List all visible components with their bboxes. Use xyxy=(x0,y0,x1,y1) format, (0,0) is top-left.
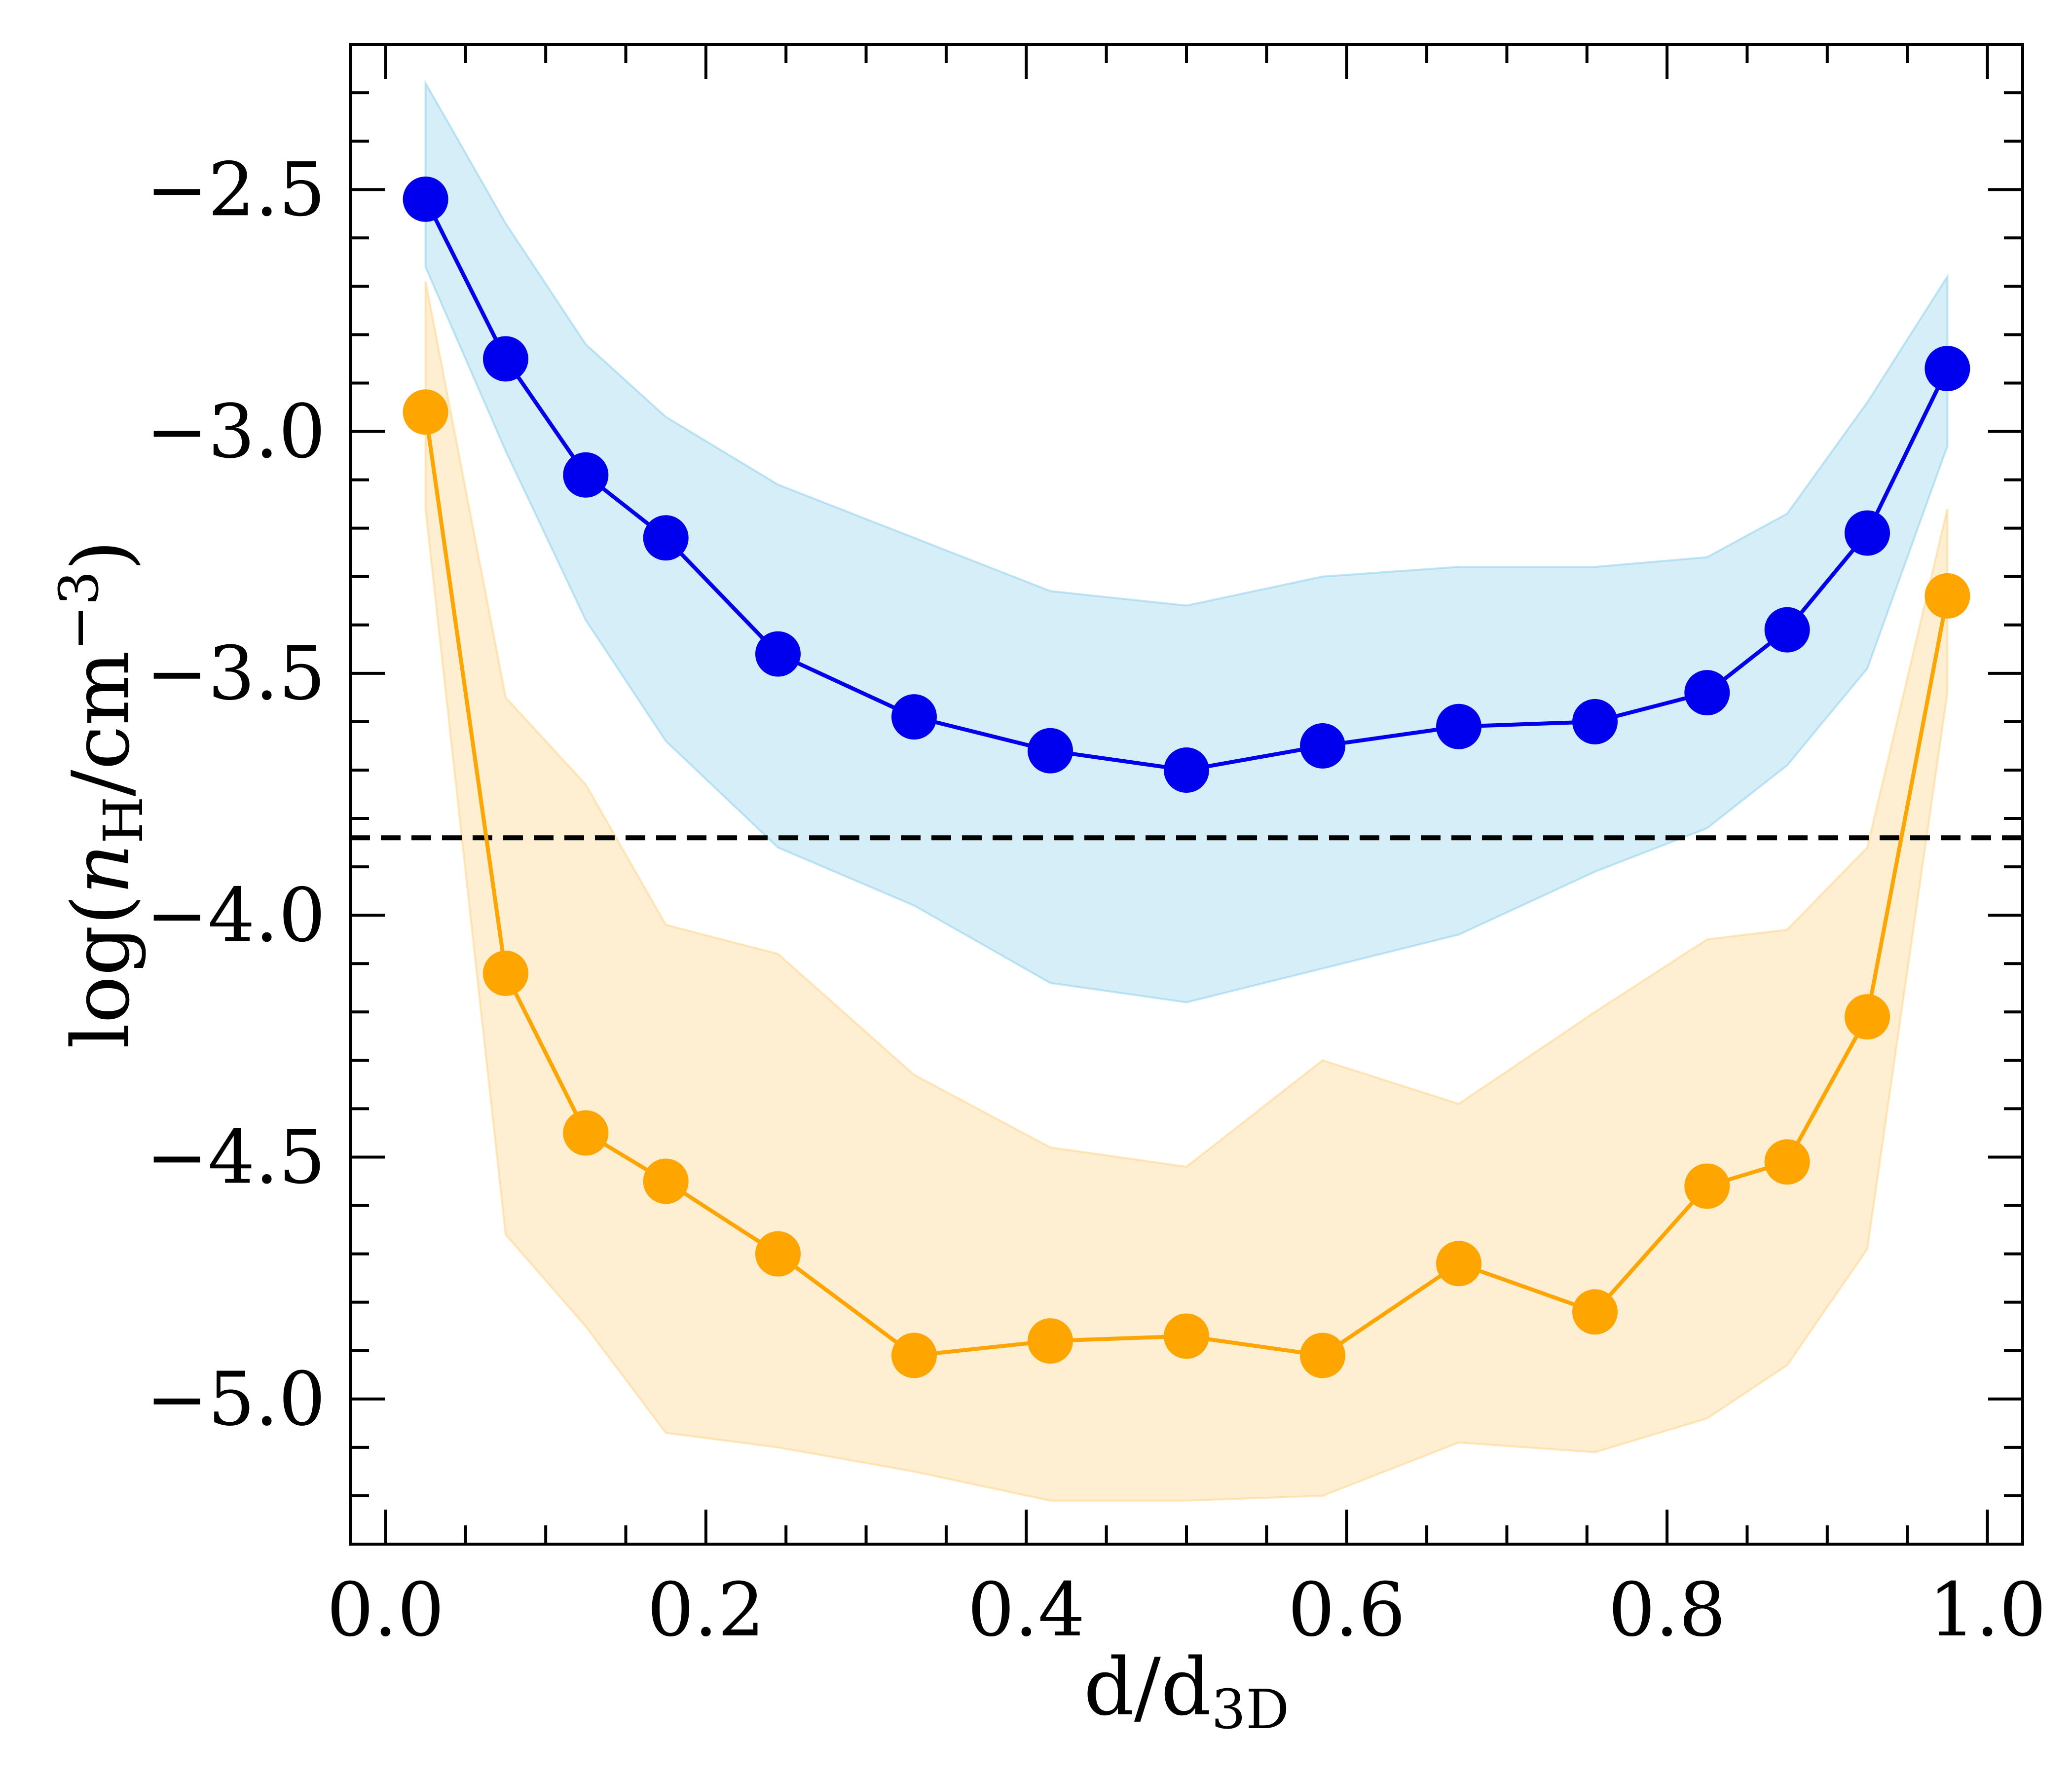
tick-labels: 0.0 0.2 0.4 0.6 0.8 1.0 −5.0 −4.5 −4.0 −3.5 −3.0 −2… xyxy=(146,147,2046,1653)
band-blue xyxy=(424,79,1949,1003)
x-tick-label: 1.0 xyxy=(1928,1567,2046,1653)
point-blue xyxy=(1436,703,1482,749)
point-blue xyxy=(482,336,528,382)
point-orange xyxy=(482,950,528,996)
plot-frame xyxy=(349,43,2024,1546)
point-orange xyxy=(1764,1139,1810,1185)
point-orange xyxy=(1845,994,1890,1040)
y-tick-label: −3.5 xyxy=(146,631,326,717)
y-axis-label-var-sub: H xyxy=(92,796,155,844)
x-axis-label: d/d3D xyxy=(1084,1641,1290,1741)
point-orange xyxy=(755,1231,801,1277)
point-orange xyxy=(1684,1163,1730,1209)
band-orange xyxy=(424,281,1949,1502)
y-axis-label-prefix: log( xyxy=(55,894,147,1048)
point-blue xyxy=(1164,747,1209,793)
x-tick-label: 0.4 xyxy=(967,1567,1085,1653)
point-orange xyxy=(1436,1241,1482,1287)
point-blue xyxy=(643,515,689,561)
point-orange xyxy=(643,1158,689,1204)
point-blue xyxy=(1300,723,1346,769)
point-orange xyxy=(403,389,448,435)
point-blue xyxy=(1845,510,1890,556)
x-tick-label: 0.2 xyxy=(647,1567,765,1653)
point-orange xyxy=(1572,1289,1618,1335)
point-orange xyxy=(563,1110,609,1156)
point-blue xyxy=(1764,607,1810,653)
x-axis-label-main: d/d xyxy=(1084,1641,1212,1733)
point-orange xyxy=(891,1332,937,1378)
point-blue xyxy=(1027,728,1073,774)
y-tick-label: −2.5 xyxy=(146,147,326,233)
point-blue xyxy=(755,631,801,677)
point-blue xyxy=(403,176,448,222)
y-axis-label-mid: /cm xyxy=(55,651,147,796)
point-orange xyxy=(1027,1318,1073,1364)
point-blue xyxy=(1684,670,1730,716)
y-tick-label: −5.0 xyxy=(146,1357,326,1443)
y-tick-label: −3.0 xyxy=(146,389,326,475)
y-axis-label: log(nH/cm−3) xyxy=(47,540,155,1048)
x-tick-label: 0.8 xyxy=(1608,1567,1726,1653)
y-axis-label-suffix: ) xyxy=(55,540,147,570)
point-orange xyxy=(1164,1313,1209,1359)
point-blue xyxy=(1924,346,1970,392)
y-axis-label-var: n xyxy=(55,844,147,894)
x-tick-label: 0.6 xyxy=(1288,1567,1406,1653)
series-points xyxy=(403,176,1970,1378)
y-tick-label: −4.5 xyxy=(146,1114,326,1200)
confidence-bands xyxy=(424,79,1949,1502)
point-orange xyxy=(1300,1332,1346,1378)
x-tick-label: 0.0 xyxy=(327,1567,444,1653)
axis-ticks xyxy=(350,43,2023,1544)
point-orange xyxy=(1924,573,1970,619)
point-blue xyxy=(1572,699,1618,744)
y-tick-label: −4.0 xyxy=(146,873,326,959)
y-axis-label-sup: −3 xyxy=(47,571,111,651)
x-axis-label-sub: 3D xyxy=(1211,1678,1289,1741)
point-blue xyxy=(563,452,609,498)
point-blue xyxy=(891,694,937,740)
